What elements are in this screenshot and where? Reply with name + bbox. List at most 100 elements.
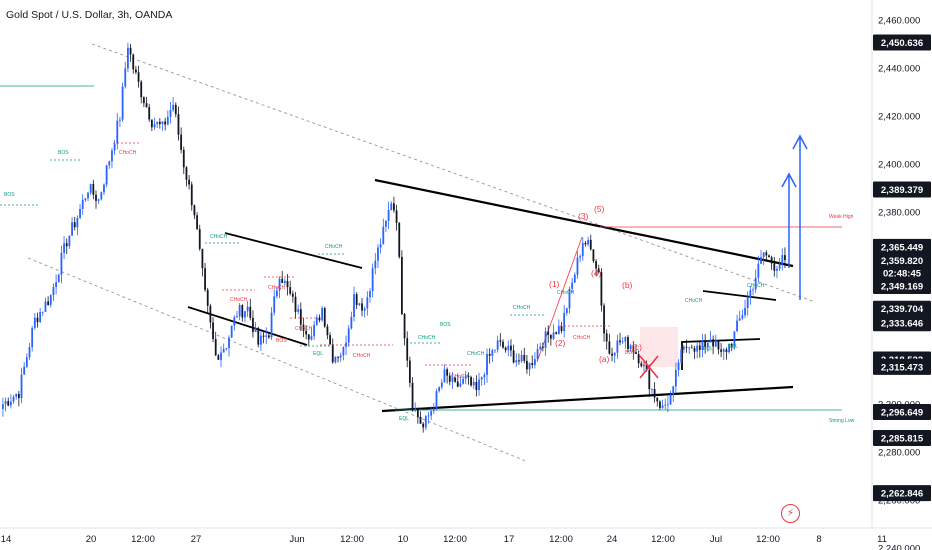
candle-body bbox=[416, 408, 419, 417]
candle-body bbox=[286, 281, 289, 288]
x-tick-label: Jun bbox=[289, 534, 304, 545]
candle-body bbox=[326, 326, 329, 336]
choch-label: CHoCH bbox=[119, 150, 137, 156]
candle-body bbox=[9, 401, 12, 406]
candle-body bbox=[443, 369, 446, 383]
demand-zone bbox=[640, 327, 678, 367]
price-tag bbox=[873, 277, 931, 294]
candle-body bbox=[103, 184, 105, 193]
candle-body bbox=[401, 256, 403, 315]
candle-body bbox=[619, 340, 621, 343]
candle-body bbox=[600, 272, 603, 306]
candle-body bbox=[339, 355, 342, 358]
candle-body bbox=[462, 378, 464, 384]
candle-body bbox=[451, 377, 454, 382]
candle-body bbox=[108, 161, 111, 166]
candle-body bbox=[496, 340, 499, 350]
candle-body bbox=[342, 347, 345, 356]
candle-body bbox=[385, 220, 387, 227]
y-tick-label: 2,440.000 bbox=[878, 64, 920, 75]
candle-body bbox=[148, 107, 151, 120]
candle-body bbox=[355, 294, 358, 305]
candle-body bbox=[369, 291, 371, 298]
candle-body bbox=[15, 393, 18, 397]
box-top-line bbox=[702, 290, 777, 301]
candle-body bbox=[36, 317, 39, 323]
price-tag bbox=[873, 181, 931, 198]
candle-body bbox=[456, 381, 459, 387]
candle-body bbox=[603, 305, 605, 334]
candle-body bbox=[552, 332, 555, 339]
candle-body bbox=[127, 47, 129, 69]
wave-label: (3) bbox=[578, 211, 589, 221]
candle-body bbox=[305, 330, 308, 335]
bos-label: BOS bbox=[58, 150, 69, 156]
candle-body bbox=[720, 349, 722, 352]
candle-body bbox=[289, 287, 292, 294]
time-scale[interactable]: 14 20 12:00 27 Jun 12:00 10 12:00 17 12:00 24 12:00… bbox=[0, 527, 932, 545]
candle-body bbox=[526, 360, 528, 370]
x-tick-label: 12:00 bbox=[549, 534, 573, 545]
candle-body bbox=[475, 381, 478, 391]
candle-body bbox=[754, 277, 757, 290]
candle-body bbox=[140, 81, 143, 98]
price-scale[interactable]: 2,460.000 2,440.000 2,420.000 2,400.000 2,38… bbox=[871, 0, 931, 550]
candle-body bbox=[236, 316, 238, 318]
candle-body bbox=[379, 244, 382, 248]
candle-body bbox=[427, 415, 430, 417]
candle-body bbox=[89, 184, 92, 193]
candle-body bbox=[31, 327, 34, 348]
candle-body bbox=[172, 104, 175, 111]
candle-body bbox=[573, 274, 576, 283]
choch-label: CHoCH bbox=[747, 283, 765, 289]
candle-body bbox=[709, 339, 712, 343]
candle-body bbox=[653, 389, 656, 398]
y-tick-label: 2,240.000 bbox=[878, 544, 920, 550]
price-tag bbox=[873, 430, 931, 447]
candle-body bbox=[499, 340, 502, 342]
candle-body bbox=[712, 339, 715, 347]
candle-body bbox=[406, 338, 409, 361]
wave-labels: (1) (2) (3) (4) (5) (a) (b) (c) bbox=[549, 204, 642, 364]
candle-body bbox=[273, 296, 276, 313]
candle-body bbox=[323, 308, 326, 327]
candle-body bbox=[680, 349, 683, 363]
candle-body bbox=[645, 364, 648, 371]
flash-icon[interactable]: ⚡ bbox=[781, 504, 800, 523]
candle-body bbox=[278, 278, 281, 291]
candle-body bbox=[334, 356, 337, 363]
candle-body bbox=[773, 263, 776, 271]
candle-body bbox=[145, 103, 148, 108]
candle-body bbox=[233, 317, 236, 326]
candle-body bbox=[640, 363, 643, 367]
candle-body bbox=[587, 239, 589, 245]
candle-body bbox=[353, 294, 355, 317]
candle-body bbox=[741, 315, 744, 319]
candle-body bbox=[302, 324, 305, 331]
candle-body bbox=[563, 312, 566, 332]
x-tick-label: 20 bbox=[86, 534, 97, 545]
candle-body bbox=[81, 199, 84, 209]
candle-body bbox=[616, 340, 619, 353]
structure-annotations: BOS BOS CHoCH CHoCH CHoCH CHoCH CHoCH BO… bbox=[0, 142, 855, 424]
x-tick-label: 11 bbox=[877, 534, 887, 545]
candle-body bbox=[778, 264, 781, 269]
choch-label: CHoCH bbox=[557, 290, 575, 296]
candle-body bbox=[374, 260, 377, 269]
candle-body bbox=[55, 282, 57, 287]
candle-body bbox=[611, 353, 613, 356]
candle-body bbox=[241, 305, 244, 318]
candle-body bbox=[435, 391, 438, 410]
candle-body bbox=[560, 326, 563, 332]
candle-body bbox=[488, 353, 491, 356]
candle-body bbox=[177, 114, 180, 135]
candle-body bbox=[643, 364, 645, 367]
wave-label: (b) bbox=[622, 280, 633, 290]
price-tag-label: 2,296.649 bbox=[881, 408, 923, 419]
candle-body bbox=[592, 249, 595, 262]
price-tag bbox=[873, 404, 931, 421]
candle-body bbox=[268, 335, 270, 338]
x-tick-label: 27 bbox=[191, 534, 202, 545]
candle-body bbox=[659, 401, 661, 408]
